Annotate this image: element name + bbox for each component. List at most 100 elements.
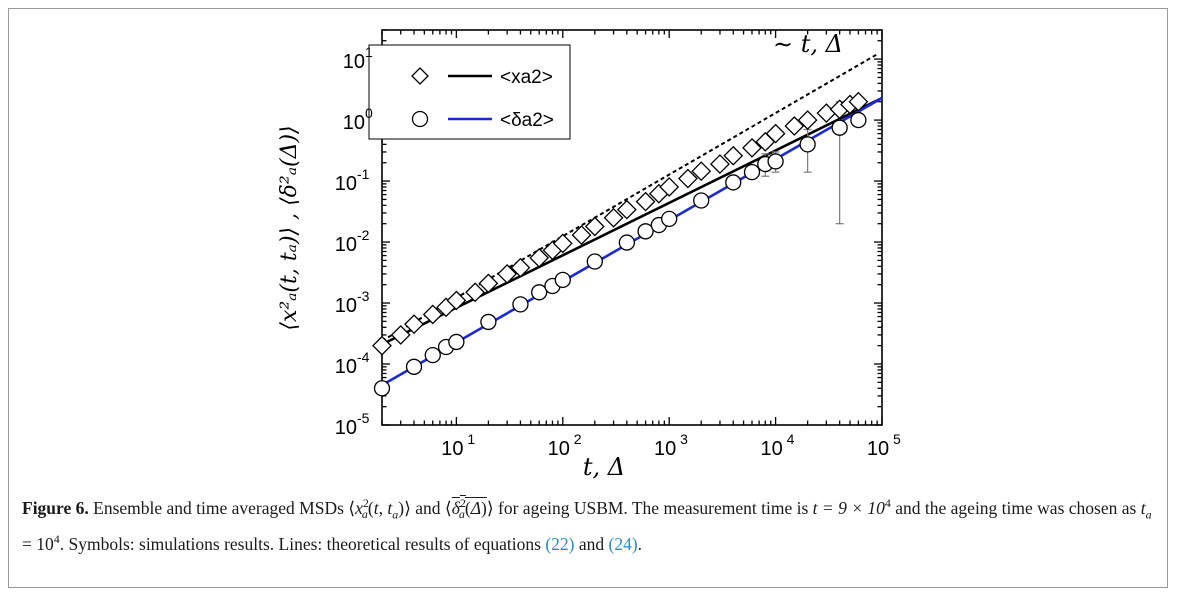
caption-text: . Symbols: simulations results. Lines: t… <box>59 534 546 555</box>
legend-label: <xa2> <box>500 67 553 88</box>
y-tick-label: 10 <box>335 234 357 256</box>
y-tick-label: 10 <box>343 112 365 134</box>
y-tick-label-exp: -4 <box>357 349 370 365</box>
caption-text: ⟩ and ⟨ <box>404 497 452 518</box>
circle-point <box>618 234 635 251</box>
x-tick-label-exp: 3 <box>680 431 688 447</box>
legend-diamond-icon <box>411 67 429 85</box>
diamond-point <box>529 247 550 268</box>
equation-ref-22[interactable]: (22) <box>545 534 575 555</box>
diamond-point <box>691 161 712 182</box>
x-tick-label-exp: 5 <box>893 431 901 447</box>
x-tick-label: 10 <box>441 438 463 460</box>
equation-ref-24[interactable]: (24) <box>608 534 638 555</box>
circle-point <box>554 271 571 288</box>
y-tick-label: 10 <box>343 51 365 73</box>
diamond-point <box>765 123 786 144</box>
legend-circle-icon <box>411 110 429 128</box>
circle-point <box>448 333 465 351</box>
diamond-point <box>422 304 443 325</box>
diamond-point <box>635 191 656 212</box>
ageing-time: t <box>1140 497 1146 518</box>
diamond-point <box>784 116 805 136</box>
caption-text: Ensemble and time averaged MSDs ⟨ <box>88 497 356 518</box>
measurement-exp: 4 <box>884 496 891 510</box>
diamond-point <box>465 282 486 303</box>
diamond-point <box>723 145 744 166</box>
x-tick-label-exp: 1 <box>467 431 475 447</box>
diamond-point <box>584 216 605 237</box>
circle-point <box>850 111 867 129</box>
y-tick-label: 10 <box>335 295 357 317</box>
legend-label: <δa2> <box>500 110 554 131</box>
diamond-point <box>478 273 499 294</box>
circle-point <box>637 223 654 240</box>
figure-frame <box>8 8 1168 588</box>
diamond-point <box>390 325 411 345</box>
x-axis-label: t, Δ <box>583 453 625 480</box>
diamond-point <box>678 168 698 189</box>
diamond-point <box>848 91 869 112</box>
figure-label: Figure 6. <box>22 497 89 518</box>
x-tick-label: 10 <box>760 438 782 460</box>
diamond-point <box>552 233 573 254</box>
y-tick-label-exp: -5 <box>357 410 370 426</box>
legend-box <box>368 44 571 140</box>
legend: <xa2> <δa2> <box>368 44 571 140</box>
caption-text: . <box>637 534 643 555</box>
plot-area-border <box>381 29 883 426</box>
y-tick-label: 10 <box>335 173 357 195</box>
theory-line <box>381 53 878 342</box>
y-tick-label: 10 <box>335 356 357 378</box>
circle-point <box>480 313 497 331</box>
circle-point <box>586 253 603 270</box>
ageing-eq: = 10 <box>22 534 54 555</box>
diamond-point <box>446 290 467 311</box>
diamond-point <box>510 257 531 278</box>
data-points <box>372 91 869 397</box>
y-tick-label-exp: -3 <box>357 288 370 304</box>
diamond-point <box>710 154 730 174</box>
circle-point <box>661 210 678 228</box>
axis-labels: 10 1 10 2 10 3 10 4 10 510 -510 -410 -310 -210 -110 010… <box>277 30 901 480</box>
circle-point <box>373 380 391 397</box>
circle-point <box>743 164 761 181</box>
x-tick-label-exp: 4 <box>787 431 795 447</box>
y-tick-label-exp: 0 <box>365 105 373 121</box>
caption-text: ⟩ for ageing USBM. The measurement time … <box>486 497 813 518</box>
diamond-point <box>603 207 624 228</box>
diamond-point <box>372 335 392 356</box>
y-tick-label-exp: 1 <box>365 44 373 60</box>
circle-point <box>799 136 816 153</box>
y-tick-label-exp: -1 <box>357 166 370 182</box>
circle-point <box>531 284 548 301</box>
circle-point <box>725 174 742 191</box>
y-tick-label: 10 <box>335 417 357 439</box>
x-tick-label-exp: 2 <box>574 431 582 447</box>
circle-point <box>405 358 423 375</box>
diamond-point <box>497 264 518 284</box>
measurement-time: t = 9 × 10 <box>812 497 885 518</box>
caption-text: and the ageing time was chosen as <box>890 497 1141 518</box>
x-tick-label: 10 <box>654 438 676 460</box>
circle-point <box>831 119 848 136</box>
circle-point <box>693 192 710 209</box>
diamond-point <box>742 137 762 158</box>
x-tick-label: 10 <box>867 438 889 460</box>
circle-point <box>767 153 784 170</box>
chart: <xa2><δa2> 10 1 10 2 10 3 10 4 10 510 -510 -410 -310… <box>277 29 901 480</box>
slope-annotation: ∼ t, Δ <box>773 30 843 58</box>
diamond-point <box>659 177 680 197</box>
ageing-exp: 4 <box>53 532 60 547</box>
circle-point <box>424 346 441 364</box>
diamond-point <box>797 110 818 130</box>
diamond-point <box>616 199 637 220</box>
axes <box>381 29 883 426</box>
ageing-sub: a <box>1145 507 1152 522</box>
figure-caption: Figure 6. Ensemble and time averaged MSD… <box>22 496 1152 555</box>
x-tick-label: 10 <box>548 438 570 460</box>
circle-point <box>512 296 529 313</box>
y-axis-label: ⟨x²ₐ(t, tₐ)⟩ , ⟨δ²ₐ(Δ)⟩ <box>277 125 302 330</box>
diamond-point <box>571 225 592 246</box>
caption-text: and <box>574 534 609 555</box>
